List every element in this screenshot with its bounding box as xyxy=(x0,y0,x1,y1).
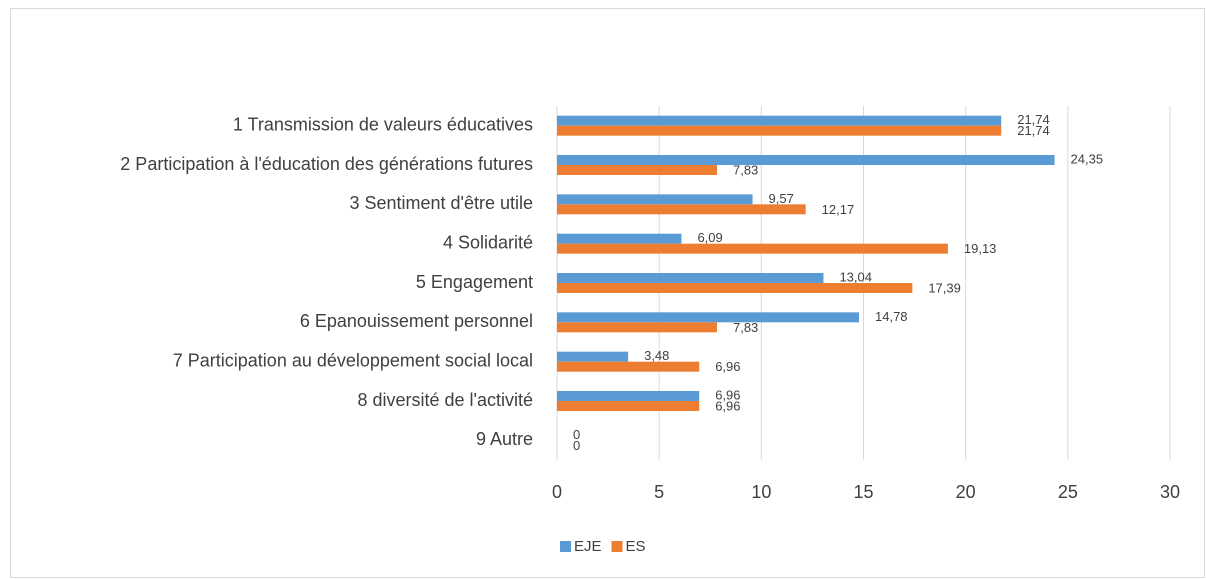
x-tick-label: 30 xyxy=(1160,482,1180,502)
bar xyxy=(557,115,1002,126)
bar xyxy=(557,233,682,244)
bar xyxy=(557,361,700,372)
bar xyxy=(557,194,753,205)
data-label: 6,96 xyxy=(715,359,740,374)
x-tick-label: 10 xyxy=(751,482,771,502)
y-tick-label: 5 Engagement xyxy=(416,272,533,292)
data-label: 0 xyxy=(573,438,580,453)
data-label: 24,35 xyxy=(1071,151,1104,166)
data-label: 21,74 xyxy=(1017,112,1050,127)
data-label: 13,04 xyxy=(839,269,872,284)
y-tick-label: 4 Solidarité xyxy=(443,232,533,252)
bar xyxy=(557,243,948,254)
bar xyxy=(557,322,717,333)
data-label: 9,57 xyxy=(769,191,794,206)
y-tick-label: 7 Participation au développement social … xyxy=(173,350,533,370)
bar xyxy=(557,351,629,362)
data-label: 3,48 xyxy=(644,348,669,363)
legend-swatch xyxy=(611,541,623,552)
bar xyxy=(557,401,700,411)
data-label: 6,96 xyxy=(715,387,740,402)
chart-frame xyxy=(10,8,1205,578)
data-label: 17,39 xyxy=(928,280,961,295)
data-label: 6,96 xyxy=(715,398,740,413)
bar xyxy=(557,283,913,293)
x-tick-label: 5 xyxy=(654,482,664,502)
y-tick-label: 6 Epanouissement personnel xyxy=(300,311,533,331)
legend-label: EJE xyxy=(574,538,602,555)
legend-label: ES xyxy=(626,538,646,555)
legend-swatch xyxy=(560,541,571,552)
data-label: 0 xyxy=(573,427,580,442)
bar xyxy=(557,165,717,175)
bar xyxy=(557,155,1055,165)
bar xyxy=(557,125,1002,136)
data-label: 12,17 xyxy=(822,202,855,217)
data-label: 7,83 xyxy=(733,320,758,335)
data-label: 19,13 xyxy=(964,241,997,256)
x-tick-label: 20 xyxy=(956,482,976,502)
bar xyxy=(557,391,700,401)
y-tick-label: 2 Participation à l'éducation des généra… xyxy=(120,154,533,174)
data-label: 6,09 xyxy=(697,230,722,245)
y-tick-label: 3 Sentiment d'être utile xyxy=(349,193,533,213)
data-label: 21,74 xyxy=(1017,123,1050,138)
data-label: 7,83 xyxy=(733,162,758,177)
y-tick-label: 9 Autre xyxy=(476,429,533,449)
y-tick-label: 8 diversité de l'activité xyxy=(357,390,533,410)
y-tick-label: 1 Transmission de valeurs éducatives xyxy=(233,114,533,134)
data-label: 14,78 xyxy=(875,309,908,324)
bar xyxy=(557,273,824,283)
x-tick-label: 15 xyxy=(853,482,873,502)
bar xyxy=(557,204,806,215)
x-tick-label: 25 xyxy=(1058,482,1078,502)
x-tick-label: 0 xyxy=(552,482,562,502)
bar xyxy=(557,312,860,323)
